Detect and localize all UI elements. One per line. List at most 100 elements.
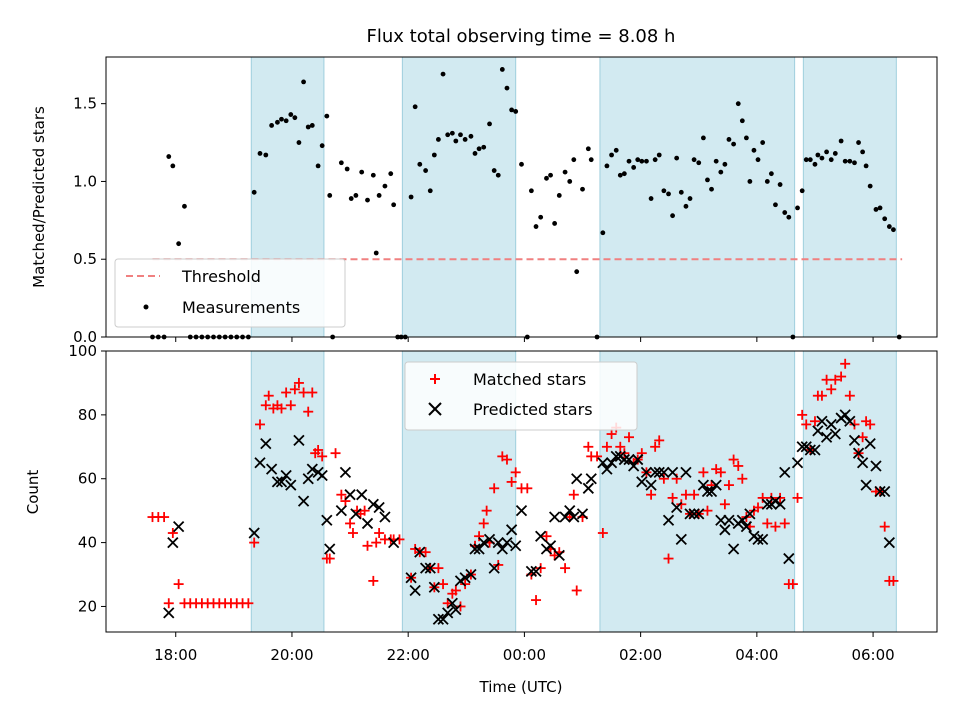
predicted-star-point [293,434,305,447]
matched-star-point [857,432,868,443]
measurement-point [648,196,654,201]
predicted-star-points [163,409,895,625]
matched-star-point [478,518,489,529]
top-y-tick-label: 1.5 [73,95,97,113]
matched-star-point [420,547,431,558]
measurement-point [882,216,888,222]
measurement-point [877,205,883,211]
top-axes-frame [105,56,938,338]
measurement-point [388,171,394,177]
measurement-point [828,157,834,163]
matched-star-point [336,489,347,500]
measurement-point [604,163,610,169]
predicted-star-point [388,536,400,549]
matched-star-point [779,518,790,529]
matched-star-point [888,575,899,586]
measurement-point [580,186,585,192]
matched-star-point [289,384,300,395]
predicted-star-point [680,466,692,478]
predicted-star-point [432,613,445,625]
predicted-star-point [483,533,496,546]
matched-star-point [830,374,841,385]
measurement-point [635,157,641,163]
matched-star-point [249,537,260,548]
measurement-point [666,191,671,197]
predicted-star-point [465,568,477,581]
matched-star-point [481,505,492,516]
measurement-point [722,161,728,167]
measurement-point [487,121,492,127]
predicted-star-point [632,453,644,466]
bottom-x-tick-label: 20:00 [270,646,313,664]
top-x-ticks [175,337,874,342]
matched-star-point [775,492,786,503]
predicted-star-point [564,505,576,517]
predicted-star-point [275,476,288,488]
bottom-y-tick-label: 100 [68,342,97,360]
matched-star-point [658,473,669,484]
measurement-point [674,155,680,161]
measurement-point [613,147,619,153]
matched-star-point [510,467,521,478]
predicted-star-point [344,489,356,501]
matched-star-point [159,512,170,523]
matched-star-point [702,505,713,516]
predicted-star-point [719,524,731,536]
predicted-star-point [285,479,297,491]
matched-star-point [243,598,254,609]
predicted-star-point [820,431,833,443]
measurement-point [544,175,549,181]
matched-star-point [442,598,453,609]
measurement-point [309,123,315,128]
measurement-point [626,158,632,164]
measurement-point [440,71,446,77]
measurement-point [838,138,844,144]
matched-star-point [173,579,184,590]
measurement-point [548,172,553,178]
measurement-point [269,123,275,128]
predicted-star-point [306,463,318,475]
measurement-point [777,182,783,187]
predicted-star-point [662,514,675,526]
measurement-point [528,188,534,194]
matched-star-point [460,579,471,590]
matched-star-point [698,467,709,478]
predicted-star-point [548,511,561,523]
predicted-star-point [280,469,292,482]
bottom-legend-box [404,361,638,431]
matched-star-point [715,467,726,478]
measurement-point [751,147,757,153]
top-y-tick-label: 0.0 [73,328,97,346]
measurement-point [408,194,414,200]
bottom-x-tick-label: 00:00 [503,646,546,664]
predicted-star-point [610,450,622,463]
predicted-star-point [640,466,653,478]
predicted-star-point [740,520,753,533]
matched-star-point [298,387,309,398]
predicted-star-point [605,457,618,469]
measurement-point [609,152,614,158]
measurement-point [324,113,330,119]
predicted-star-point [302,473,314,485]
measurement-point [786,214,792,220]
measurement-point [726,137,732,142]
predicted-star-point [450,604,462,616]
predicted-star-point [864,437,876,450]
matched-star-point [663,553,674,564]
measurement-point [819,155,825,161]
measurement-point [852,160,857,166]
matched-star-point [583,441,594,452]
predicted-star-point [779,466,791,478]
measurement-point [760,140,766,145]
measurement-point [509,107,515,113]
measurement-point [359,169,365,175]
predicted-star-point [848,434,861,447]
matched-star-point [324,553,335,564]
predicted-star-point [510,540,522,552]
bottom-x-tick-label: 22:00 [387,646,430,664]
predicted-star-point [271,476,284,488]
predicted-star-point [428,581,440,593]
bottom-x-tick-label: 06:00 [851,646,894,664]
matched-star-point [307,387,318,398]
matched-star-point [826,384,837,395]
